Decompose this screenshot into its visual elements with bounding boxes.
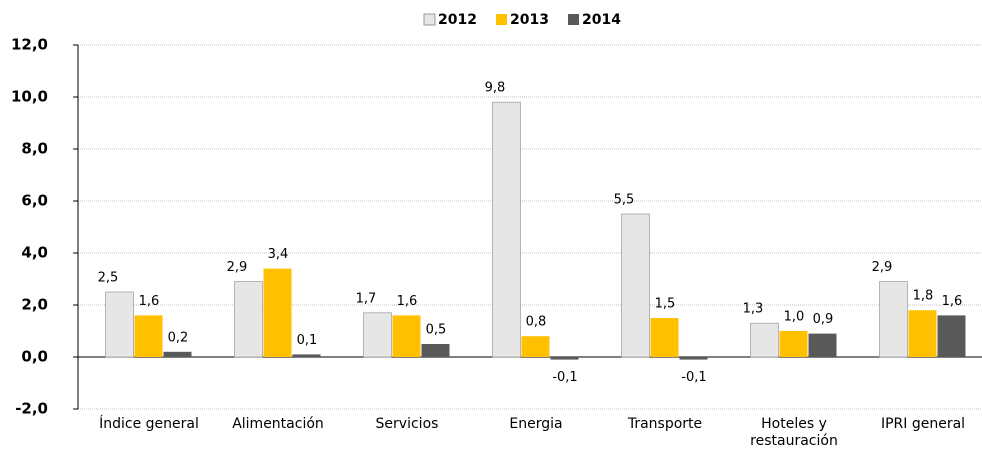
data-label: 0,5	[426, 323, 447, 338]
data-label: 1,6	[139, 294, 160, 309]
bar	[808, 333, 837, 357]
y-tick-label: 0,0	[21, 348, 48, 366]
data-label: 0,9	[813, 312, 834, 327]
legend-swatch	[568, 14, 579, 25]
bar	[363, 312, 392, 358]
y-tick-label: 8,0	[21, 140, 48, 158]
bar	[134, 315, 163, 357]
bar	[908, 310, 937, 357]
legend-swatch	[423, 13, 436, 26]
data-label: -0,1	[681, 370, 706, 385]
x-tick-label: IPRI general	[880, 416, 966, 432]
x-tick-label: Hoteles y restauración	[750, 416, 838, 449]
data-label: 3,4	[268, 247, 289, 262]
bar	[292, 354, 321, 357]
data-label: 5,5	[614, 193, 635, 208]
y-tick-label: 12,0	[11, 36, 48, 54]
data-label: 0,2	[168, 330, 189, 345]
bar	[521, 336, 550, 357]
data-label: 1,6	[397, 294, 418, 309]
x-tick-label: Alimentación	[232, 416, 324, 432]
x-tick-label: Servicios	[375, 416, 439, 432]
data-label: 2,5	[98, 271, 119, 286]
bar	[492, 101, 521, 358]
bar	[879, 281, 908, 358]
bar	[550, 357, 579, 360]
x-tick-label: Transporte	[627, 416, 703, 432]
data-label: 1,0	[784, 310, 805, 325]
legend-label: 2014	[582, 12, 621, 28]
data-label: 1,3	[743, 302, 764, 317]
y-tick-label: 10,0	[11, 88, 48, 106]
data-label: 0,1	[297, 333, 318, 348]
bar	[650, 318, 679, 357]
data-label: 2,9	[872, 260, 893, 275]
legend-label: 2013	[510, 12, 549, 28]
bar	[621, 213, 650, 358]
data-label: 9,8	[485, 81, 506, 96]
y-tick-label: 6,0	[21, 192, 48, 210]
y-tick-label: 4,0	[21, 244, 48, 262]
data-label: 1,6	[942, 294, 963, 309]
data-label: 1,5	[655, 297, 676, 312]
x-tick-label: Energia	[509, 416, 563, 432]
bar	[679, 357, 708, 360]
x-tick-label: Índice general	[99, 416, 199, 432]
data-label: 0,8	[526, 315, 547, 330]
bar	[937, 315, 966, 357]
data-label: 2,9	[227, 260, 248, 275]
data-label: 1,7	[356, 291, 377, 306]
bar	[421, 344, 450, 357]
bar	[750, 322, 779, 358]
bar	[779, 331, 808, 357]
bar	[105, 291, 134, 358]
bar	[263, 268, 292, 357]
bar	[234, 281, 263, 358]
data-label: -0,1	[552, 370, 577, 385]
y-tick-label: -2,0	[15, 400, 48, 418]
data-label: 1,8	[913, 289, 934, 304]
y-tick-label: 2,0	[21, 296, 48, 314]
legend-label: 2012	[438, 12, 477, 28]
bar	[392, 315, 421, 357]
legend-swatch	[496, 14, 507, 25]
bar	[163, 351, 192, 357]
